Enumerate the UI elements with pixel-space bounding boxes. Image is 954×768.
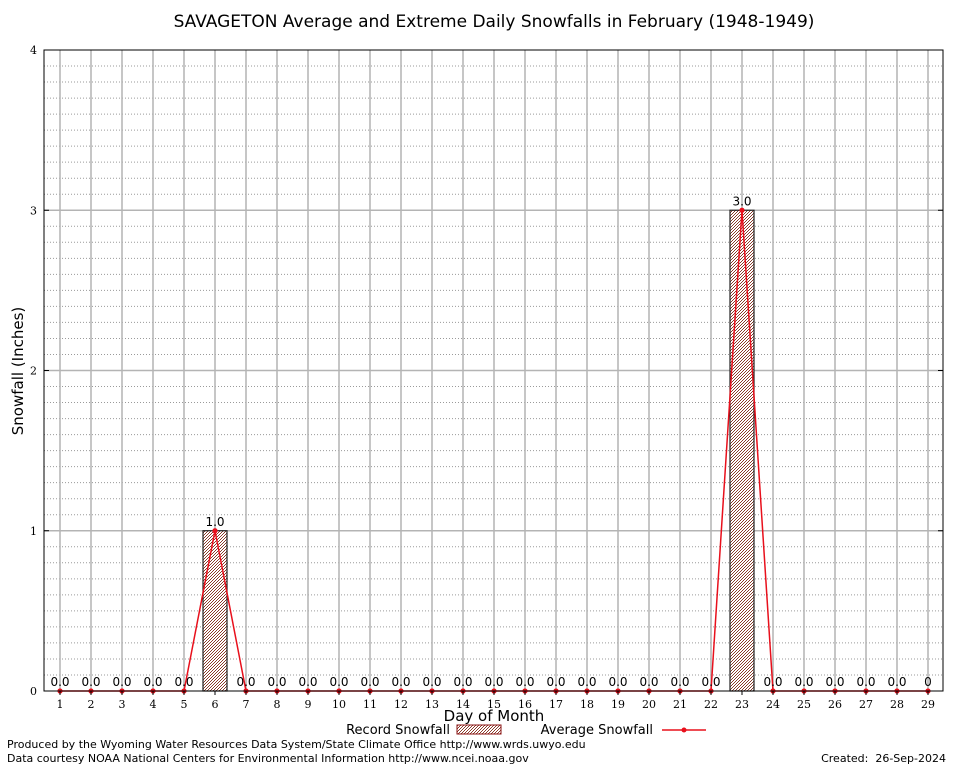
x-tick-label: 8 [274, 698, 281, 711]
y-tick-label: 4 [30, 44, 37, 57]
x-tick-label: 1 [57, 698, 64, 711]
record-bars [202, 209, 755, 692]
x-tick-label: 6 [212, 698, 219, 711]
x-tick-label: 17 [549, 698, 563, 711]
x-tick-label: 16 [518, 698, 532, 711]
y-axis-ticks: 0 1 2 3 4 [30, 44, 943, 698]
data-label-day-5: 0.0 [174, 675, 193, 689]
data-label-day-11: 0.0 [360, 675, 379, 689]
x-tick-label: 13 [425, 698, 439, 711]
x-axis-label: Day of Month [444, 707, 545, 725]
x-tick-label: 14 [456, 698, 470, 711]
data-label-day-20: 0.0 [639, 675, 658, 689]
data-label-day-1: 0.0 [50, 675, 69, 689]
data-label-day-10: 0.0 [329, 675, 348, 689]
data-label-day-29: 0 [924, 675, 932, 689]
legend-average-label: Average Snowfall [541, 723, 653, 738]
data-label-day-25: 0.0 [794, 675, 813, 689]
record-bar-day-6 [202, 530, 228, 692]
data-label-day-6: 1.0 [205, 515, 224, 529]
x-tick-label: 22 [704, 698, 718, 711]
data-label-day-27: 0.0 [856, 675, 875, 689]
x-tick-label: 10 [332, 698, 346, 711]
data-label-day-2: 0.0 [81, 675, 100, 689]
data-label-day-17: 0.0 [546, 675, 565, 689]
y-axis-label: Snowfall (Inches) [9, 307, 27, 435]
legend: Record Snowfall Average Snowfall [346, 723, 706, 738]
y-tick-label: 1 [30, 525, 37, 538]
footer-created-date: Created: 26-Sep-2024 [821, 752, 946, 765]
data-label-day-7: 0.0 [236, 675, 255, 689]
x-axis-ticks: 1 2 3 4 5 6 7 8 9 10 11 12 13 14 15 16 17 18 19 20 21 22 23 24 2… [57, 691, 935, 711]
x-tick-label: 24 [766, 698, 780, 711]
data-labels: 0.0 0.0 0.0 0.0 0.0 1.0 0.0 0.0 0.0 0.0 0.0 0.0 0.0 0… [50, 194, 931, 689]
data-label-day-16: 0.0 [515, 675, 534, 689]
data-label-day-26: 0.0 [825, 675, 844, 689]
data-label-day-24: 0.0 [763, 675, 782, 689]
data-label-day-4: 0.0 [143, 675, 162, 689]
data-label-day-3: 0.0 [112, 675, 131, 689]
x-tick-label: 5 [181, 698, 188, 711]
data-label-day-21: 0.0 [670, 675, 689, 689]
x-tick-label: 7 [243, 698, 250, 711]
x-tick-label: 15 [487, 698, 501, 711]
data-label-day-15: 0.0 [484, 675, 503, 689]
legend-record-swatch [456, 724, 502, 735]
x-tick-label: 12 [394, 698, 408, 711]
data-label-day-18: 0.0 [577, 675, 596, 689]
y-tick-label: 3 [30, 204, 37, 217]
x-tick-label: 21 [673, 698, 687, 711]
x-tick-label: 29 [921, 698, 935, 711]
average-point-day-23 [739, 207, 745, 213]
data-label-day-19: 0.0 [608, 675, 627, 689]
data-label-day-22: 0.0 [701, 675, 720, 689]
x-tick-label: 2 [88, 698, 95, 711]
x-tick-label: 11 [363, 698, 377, 711]
data-label-day-23: 3.0 [732, 194, 751, 208]
x-tick-label: 25 [797, 698, 811, 711]
data-label-day-13: 0.0 [422, 675, 441, 689]
legend-record-label: Record Snowfall [346, 723, 450, 738]
footer-data-courtesy: Data courtesy NOAA National Centers for … [7, 752, 529, 765]
x-tick-label: 23 [735, 698, 749, 711]
x-tick-label: 26 [828, 698, 842, 711]
data-label-day-14: 0.0 [453, 675, 472, 689]
footer-produced-by: Produced by the Wyoming Water Resources … [7, 738, 586, 751]
x-tick-label: 4 [150, 698, 157, 711]
chart-title: SAVAGETON Average and Extreme Daily Snow… [174, 12, 815, 32]
data-label-day-8: 0.0 [267, 675, 286, 689]
grid-lines [44, 50, 943, 691]
x-tick-label: 3 [119, 698, 126, 711]
x-tick-label: 19 [611, 698, 625, 711]
legend-average-marker [681, 727, 687, 733]
y-tick-label: 2 [30, 365, 37, 378]
record-bar-day-23 [729, 209, 755, 692]
x-tick-label: 28 [890, 698, 904, 711]
x-tick-label: 18 [580, 698, 594, 711]
x-tick-label: 27 [859, 698, 873, 711]
y-tick-label: 0 [30, 685, 37, 698]
data-label-day-9: 0.0 [298, 675, 317, 689]
x-tick-label: 9 [305, 698, 312, 711]
average-point-day-6 [212, 528, 218, 534]
data-label-day-12: 0.0 [391, 675, 410, 689]
data-label-day-28: 0.0 [887, 675, 906, 689]
x-tick-label: 20 [642, 698, 656, 711]
